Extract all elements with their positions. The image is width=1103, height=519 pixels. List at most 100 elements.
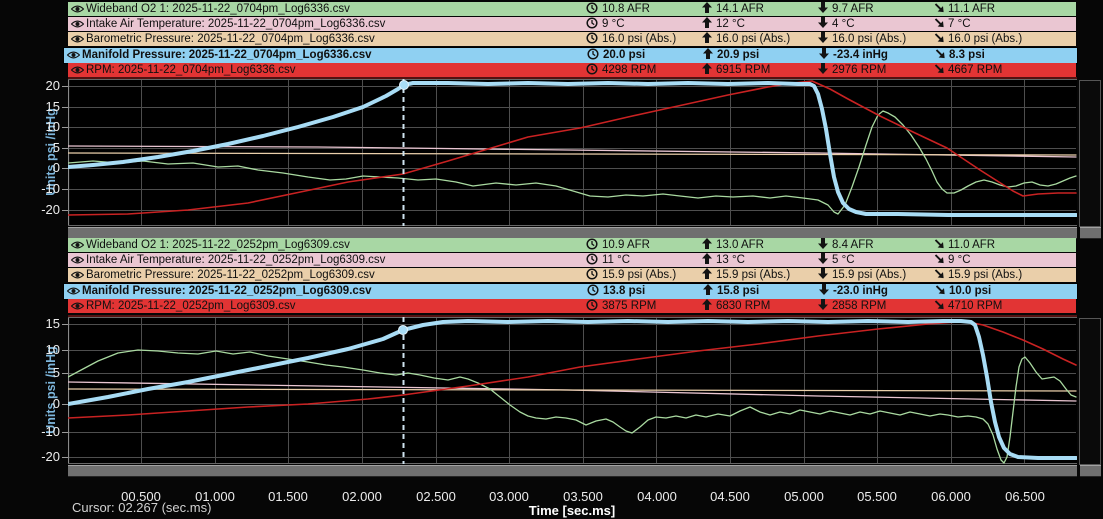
y-tick-label: 10 bbox=[45, 119, 60, 134]
bottom-chart-scrollbar-button[interactable] bbox=[1080, 465, 1101, 477]
min-value-icon bbox=[818, 253, 828, 264]
bottom-chart-vertical-scrollbar[interactable] bbox=[1079, 318, 1101, 465]
y-tick-mark bbox=[62, 107, 68, 108]
bottom-chart-horizontal-scrollbar[interactable] bbox=[68, 465, 1077, 477]
avg-value: 7 °C bbox=[948, 18, 971, 30]
y-tick-label: 0 bbox=[52, 396, 60, 411]
avg-value-icon bbox=[934, 2, 944, 13]
y-tick-mark bbox=[62, 373, 68, 374]
visibility-eye-icon[interactable] bbox=[71, 34, 84, 44]
min-value-icon bbox=[818, 32, 828, 43]
visibility-eye-icon[interactable] bbox=[71, 19, 84, 29]
x-tick-label: 00.500 bbox=[121, 489, 161, 504]
legend-row-intake-temp-log6336[interactable]: Intake Air Temperature: 2025-11-22_0704p… bbox=[68, 17, 1076, 31]
max-value-icon bbox=[702, 2, 712, 13]
max-value-icon bbox=[702, 17, 712, 28]
y-tick-label: 20 bbox=[45, 78, 60, 93]
legend-row-rpm-log6336[interactable]: RPM: 2025-11-22_0704pm_Log6336.csv 4298 … bbox=[68, 63, 1076, 77]
current-value-icon bbox=[586, 17, 598, 29]
legend-row-manifold-log6309-selected[interactable]: Manifold Pressure: 2025-11-22_0252pm_Log… bbox=[63, 283, 1078, 300]
y-tick-label: -20 bbox=[41, 202, 60, 217]
current-value: 9 °C bbox=[602, 18, 625, 30]
x-tick-label: 02.000 bbox=[342, 489, 382, 504]
y-tick-mark bbox=[62, 127, 68, 128]
legend-row-rpm-log6309[interactable]: RPM: 2025-11-22_0252pm_Log6309.csv 3875 … bbox=[68, 299, 1076, 313]
x-tick-label: 06.000 bbox=[931, 489, 971, 504]
avg-value: 8.3 psi bbox=[949, 49, 985, 61]
max-value: 6915 RPM bbox=[716, 64, 771, 76]
current-value: 10.9 AFR bbox=[602, 239, 650, 251]
top-chart-scrollbar-button[interactable] bbox=[1080, 227, 1101, 239]
y-tick-mark bbox=[62, 210, 68, 211]
min-value: 16.0 psi (Abs.) bbox=[832, 33, 907, 45]
max-value: 13.0 AFR bbox=[716, 239, 764, 251]
channel-label: Intake Air Temperature: 2025-11-22_0252p… bbox=[86, 254, 386, 266]
min-value-icon bbox=[818, 238, 828, 249]
avg-value: 10.0 psi bbox=[949, 285, 992, 297]
min-value: 2858 RPM bbox=[832, 300, 887, 312]
visibility-eye-icon[interactable] bbox=[67, 286, 80, 296]
y-tick-mark bbox=[62, 189, 68, 190]
y-tick-mark bbox=[62, 350, 68, 351]
current-value: 11 °C bbox=[602, 254, 631, 266]
legend-row-wideband-log6309[interactable]: Wideband O2 1: 2025-11-22_0252pm_Log6309… bbox=[68, 238, 1076, 252]
channel-label: Wideband O2 1: 2025-11-22_0704pm_Log6336… bbox=[86, 3, 350, 15]
max-value: 16.0 psi (Abs.) bbox=[716, 33, 791, 45]
x-tick-label: 03.000 bbox=[489, 489, 529, 504]
min-value: 8.4 AFR bbox=[832, 239, 874, 251]
y-tick-mark bbox=[62, 86, 68, 87]
visibility-eye-icon[interactable] bbox=[71, 240, 84, 250]
top-chart-plot-area[interactable] bbox=[68, 79, 1077, 226]
y-tick-mark bbox=[62, 324, 68, 325]
min-value-icon bbox=[818, 63, 828, 74]
top-chart-vertical-scrollbar[interactable] bbox=[1079, 80, 1101, 227]
channel-label: RPM: 2025-11-22_0252pm_Log6309.csv bbox=[86, 300, 296, 312]
current-value-icon bbox=[586, 299, 598, 311]
visibility-eye-icon[interactable] bbox=[71, 255, 84, 265]
cursor-position-readout: Cursor: 02.267 (sec.ms) bbox=[72, 500, 212, 515]
avg-value-icon bbox=[934, 63, 944, 74]
visibility-eye-icon[interactable] bbox=[71, 301, 84, 311]
legend-row-intake-temp-log6309[interactable]: Intake Air Temperature: 2025-11-22_0252p… bbox=[68, 253, 1076, 267]
visibility-eye-icon[interactable] bbox=[67, 50, 80, 60]
y-tick-mark bbox=[62, 168, 68, 169]
avg-value: 4710 RPM bbox=[948, 300, 1003, 312]
y-tick-label: 15 bbox=[45, 316, 60, 331]
channel-label: Intake Air Temperature: 2025-11-22_0704p… bbox=[86, 18, 386, 30]
x-axis-title: Time [sec.ms] bbox=[528, 503, 616, 518]
current-value: 3875 RPM bbox=[602, 300, 657, 312]
current-value-icon bbox=[586, 268, 598, 280]
visibility-eye-icon[interactable] bbox=[71, 65, 84, 75]
visibility-eye-icon[interactable] bbox=[71, 4, 84, 14]
legend-row-barometric-log6336[interactable]: Barometric Pressure: 2025-11-22_0704pm_L… bbox=[68, 32, 1076, 46]
legend-row-barometric-log6309[interactable]: Barometric Pressure: 2025-11-22_0252pm_L… bbox=[68, 268, 1076, 282]
x-tick-label: 04.000 bbox=[637, 489, 677, 504]
max-value: 6830 RPM bbox=[716, 300, 771, 312]
x-tick-label: 02.500 bbox=[416, 489, 456, 504]
y-tick-mark bbox=[62, 404, 68, 405]
avg-value-icon bbox=[934, 32, 944, 43]
legend-row-wideband-log6336[interactable]: Wideband O2 1: 2025-11-22_0704pm_Log6336… bbox=[68, 2, 1076, 16]
avg-value-icon bbox=[934, 253, 944, 264]
panel-bottom-accent-line bbox=[68, 315, 1077, 317]
min-value: 4 °C bbox=[832, 18, 855, 30]
current-value-icon bbox=[587, 48, 599, 60]
max-value: 14.1 AFR bbox=[716, 3, 764, 15]
current-value-icon bbox=[587, 284, 599, 296]
y-tick-label: -10 bbox=[41, 424, 60, 439]
bottom-chart-plot-area[interactable] bbox=[68, 317, 1077, 464]
max-value-icon bbox=[702, 238, 712, 249]
avg-value: 11.1 AFR bbox=[948, 3, 996, 15]
x-tick-label: 04.500 bbox=[710, 489, 750, 504]
min-value-icon bbox=[818, 17, 828, 28]
legend-row-manifold-log6336-selected[interactable]: Manifold Pressure: 2025-11-22_0704pm_Log… bbox=[63, 47, 1078, 64]
visibility-eye-icon[interactable] bbox=[71, 270, 84, 280]
min-value: -23.4 inHg bbox=[833, 49, 888, 61]
y-tick-label: 10 bbox=[45, 342, 60, 357]
y-tick-label: 5 bbox=[52, 365, 60, 380]
y-tick-mark bbox=[62, 432, 68, 433]
y-tick-mark bbox=[62, 457, 68, 458]
min-value-icon bbox=[818, 299, 828, 310]
min-value: 15.9 psi (Abs.) bbox=[832, 269, 907, 281]
x-tick-label: 05.000 bbox=[784, 489, 824, 504]
